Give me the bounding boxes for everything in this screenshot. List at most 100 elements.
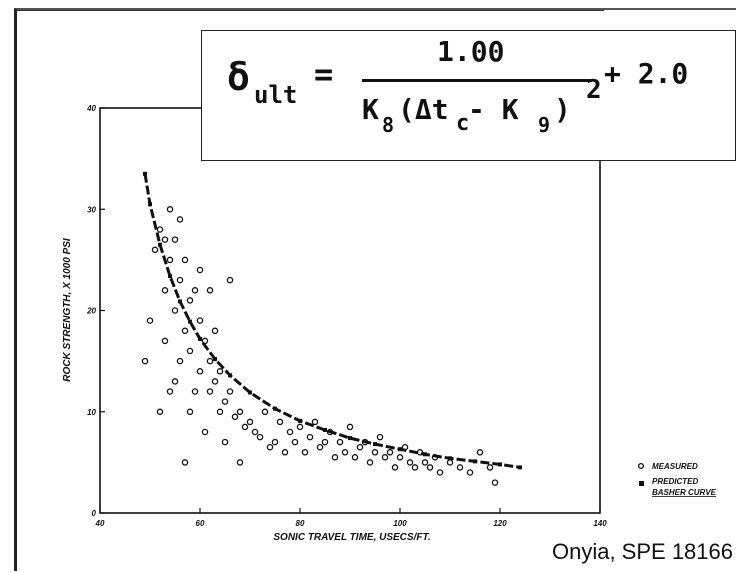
- measured-point: [211, 378, 219, 385]
- predicted-point: [198, 336, 202, 341]
- measured-point: [236, 459, 244, 466]
- measured-point: [426, 464, 434, 471]
- measured-point: [156, 226, 164, 233]
- measured-point: [341, 449, 349, 456]
- formula-close-paren: ): [554, 93, 571, 126]
- formula-equals: =: [314, 55, 334, 93]
- predicted-curve: [143, 171, 522, 470]
- measured-point: [166, 256, 174, 264]
- formula-denominator-dt: (Δt: [398, 93, 449, 126]
- measured-point: [376, 433, 384, 441]
- measured-point: [306, 433, 314, 441]
- measured-point: [491, 479, 499, 486]
- measured-point: [186, 408, 194, 416]
- source-credit: Onyia, SPE 18166: [551, 539, 733, 564]
- measured-point: [201, 428, 209, 436]
- measured-point: [146, 317, 154, 324]
- measured-point: [171, 378, 179, 385]
- measured-point: [466, 469, 474, 476]
- y-axis-ticks: 0 10 20 30 40: [86, 104, 105, 518]
- measured-point: [276, 418, 284, 426]
- measured-point: [141, 357, 149, 365]
- formula-denominator-k8: K: [362, 93, 379, 126]
- predicted-point: [518, 465, 522, 470]
- measured-point: [176, 276, 184, 284]
- measured-point: [176, 216, 184, 223]
- measured-point: [171, 236, 179, 243]
- measured-point: [191, 287, 199, 294]
- y-tick-label: 20: [86, 307, 96, 316]
- figure-frame: [14, 8, 736, 571]
- legend-marker-measured: [637, 462, 645, 470]
- predicted-point: [188, 319, 192, 324]
- measured-point: [446, 459, 454, 466]
- measured-point: [421, 459, 429, 466]
- predicted-point: [228, 373, 232, 378]
- measured-point: [166, 388, 174, 395]
- measured-point: [191, 388, 199, 395]
- predicted-point: [248, 390, 252, 395]
- measured-point: [436, 469, 444, 476]
- measured-point: [236, 408, 244, 416]
- predicted-point: [178, 299, 182, 304]
- predicted-point: [423, 452, 427, 457]
- x-axis-ticks: 40 60 80 100 120 140: [95, 508, 607, 528]
- measured-point: [271, 438, 279, 446]
- measured-point: [151, 246, 159, 254]
- measured-point: [351, 454, 359, 461]
- x-tick-label: 100: [393, 519, 407, 528]
- measured-point: [476, 449, 484, 456]
- measured-point: [241, 423, 249, 431]
- measured-point: [196, 266, 204, 274]
- formula-delta: δ: [227, 55, 250, 99]
- x-tick-label: 60: [196, 519, 205, 528]
- predicted-point: [148, 202, 152, 207]
- measured-point: [456, 464, 464, 471]
- measured-point: [366, 459, 374, 466]
- formula-plus-constant: + 2.0: [604, 57, 689, 90]
- measured-point: [206, 357, 214, 365]
- measured-point: [286, 428, 294, 436]
- measured-point: [216, 408, 224, 416]
- predicted-point: [298, 418, 302, 423]
- legend-label-measured: MEASURED: [652, 462, 698, 471]
- measured-point: [301, 449, 309, 456]
- predicted-point: [498, 462, 502, 467]
- measured-point: [261, 408, 269, 416]
- measured-point: [171, 307, 179, 314]
- y-tick-label: 10: [87, 408, 96, 417]
- measured-point: [396, 454, 404, 461]
- measured-point: [186, 297, 194, 304]
- measured-point: [321, 438, 329, 446]
- measured-point: [181, 327, 189, 335]
- measured-point: [186, 347, 194, 355]
- measured-point: [356, 443, 364, 451]
- measured-point: [296, 423, 304, 431]
- y-axis-title: ROCK STRENGTH, X 1000 PSI: [62, 238, 73, 382]
- measured-point: [161, 337, 169, 345]
- measured-point: [331, 454, 339, 461]
- x-tick-label: 40: [95, 519, 105, 528]
- x-tick-label: 120: [493, 519, 507, 528]
- measured-point: [161, 287, 169, 294]
- predicted-point: [143, 171, 147, 176]
- legend-label-predicted: PREDICTED: [652, 477, 698, 486]
- legend: MEASURED PREDICTED BASHER CURVE: [637, 462, 717, 497]
- x-axis-title: SONIC TRAVEL TIME, USECS/FT.: [273, 532, 430, 543]
- measured-point: [196, 368, 204, 375]
- measured-point: [386, 449, 394, 456]
- measured-point: [176, 357, 184, 365]
- measured-point: [181, 459, 189, 466]
- legend-sublabel-predicted: BASHER CURVE: [652, 488, 717, 497]
- predicted-point: [213, 357, 217, 362]
- measured-point: [206, 287, 214, 294]
- predicted-point: [168, 274, 172, 279]
- measured-point: [381, 454, 389, 461]
- measured-point: [226, 388, 234, 395]
- y-tick-label: 30: [87, 205, 96, 214]
- measured-point: [316, 443, 324, 451]
- predicted-point: [273, 406, 277, 411]
- measured-point: [226, 276, 234, 284]
- measured-point: [346, 423, 354, 431]
